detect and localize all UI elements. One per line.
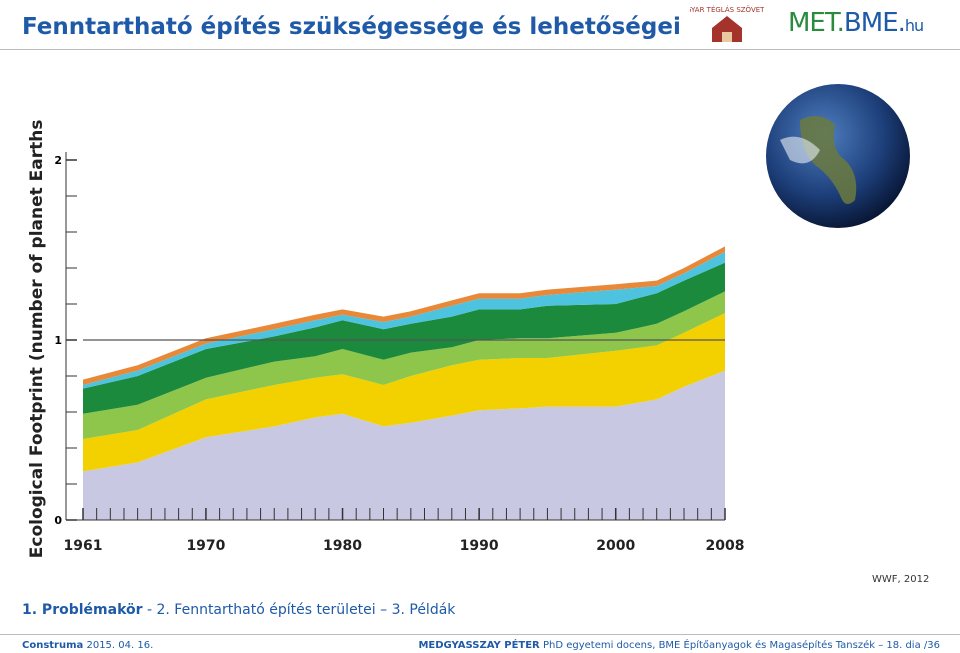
footer-date: 2015. 04. 16.: [86, 640, 154, 651]
area: [83, 246, 725, 385]
footer-info: PhD egyetemi docens, BME Építőanyagok és…: [542, 640, 940, 651]
y-tick-label: 0: [54, 514, 62, 527]
area: [83, 370, 725, 520]
area: [83, 291, 725, 439]
logo-part: MET.: [788, 8, 845, 38]
y-axis-label: Ecological Footprint (number of planet E…: [27, 120, 47, 558]
source: WWF, 2012: [872, 574, 930, 585]
y-tick-label: 2: [54, 154, 62, 167]
x-tick-label: 1980: [323, 538, 362, 554]
footer-author: MEDGYASSZAY PÉTER: [418, 640, 540, 651]
x-tick-label: 1990: [460, 538, 499, 554]
footer-event: Construma: [22, 640, 84, 651]
divider: [0, 634, 960, 635]
earth-image: [766, 84, 910, 228]
area: [83, 251, 725, 389]
y-tick-label: 1: [54, 334, 62, 347]
footer-left: Construma 2015. 04. 16.: [22, 640, 153, 651]
divider: [0, 49, 960, 50]
x-tick-label: 1970: [186, 538, 225, 554]
x-tick-label: 2008: [706, 538, 745, 554]
breadcrumb-current: 1. Problémakör: [22, 602, 143, 618]
logo-part: hu: [904, 16, 924, 35]
breadcrumb: 1. Problémakör - 2. Fenntartható építés …: [22, 602, 455, 618]
met-logo: MET.BME.hu: [788, 8, 924, 38]
area: [83, 313, 725, 472]
x-tick-label: 2000: [596, 538, 635, 554]
breadcrumb-rest: - 2. Fenntartható építés területei – 3. …: [142, 602, 456, 618]
logo-text: MAGYAR TÉGLÁS SZÖVETSÉG: [690, 5, 764, 14]
brick-logo: MAGYAR TÉGLÁS SZÖVETSÉG: [690, 5, 764, 42]
chart: Ecological Footprint (number of planet E…: [27, 120, 745, 558]
area: [83, 262, 725, 414]
x-tick-label: 1961: [64, 538, 103, 554]
footer-right: MEDGYASSZAY PÉTER PhD egyetemi docens, B…: [418, 640, 940, 651]
logo-part: BME.: [843, 8, 906, 38]
slide-title: Fenntartható építés szükségessége és leh…: [22, 14, 681, 40]
